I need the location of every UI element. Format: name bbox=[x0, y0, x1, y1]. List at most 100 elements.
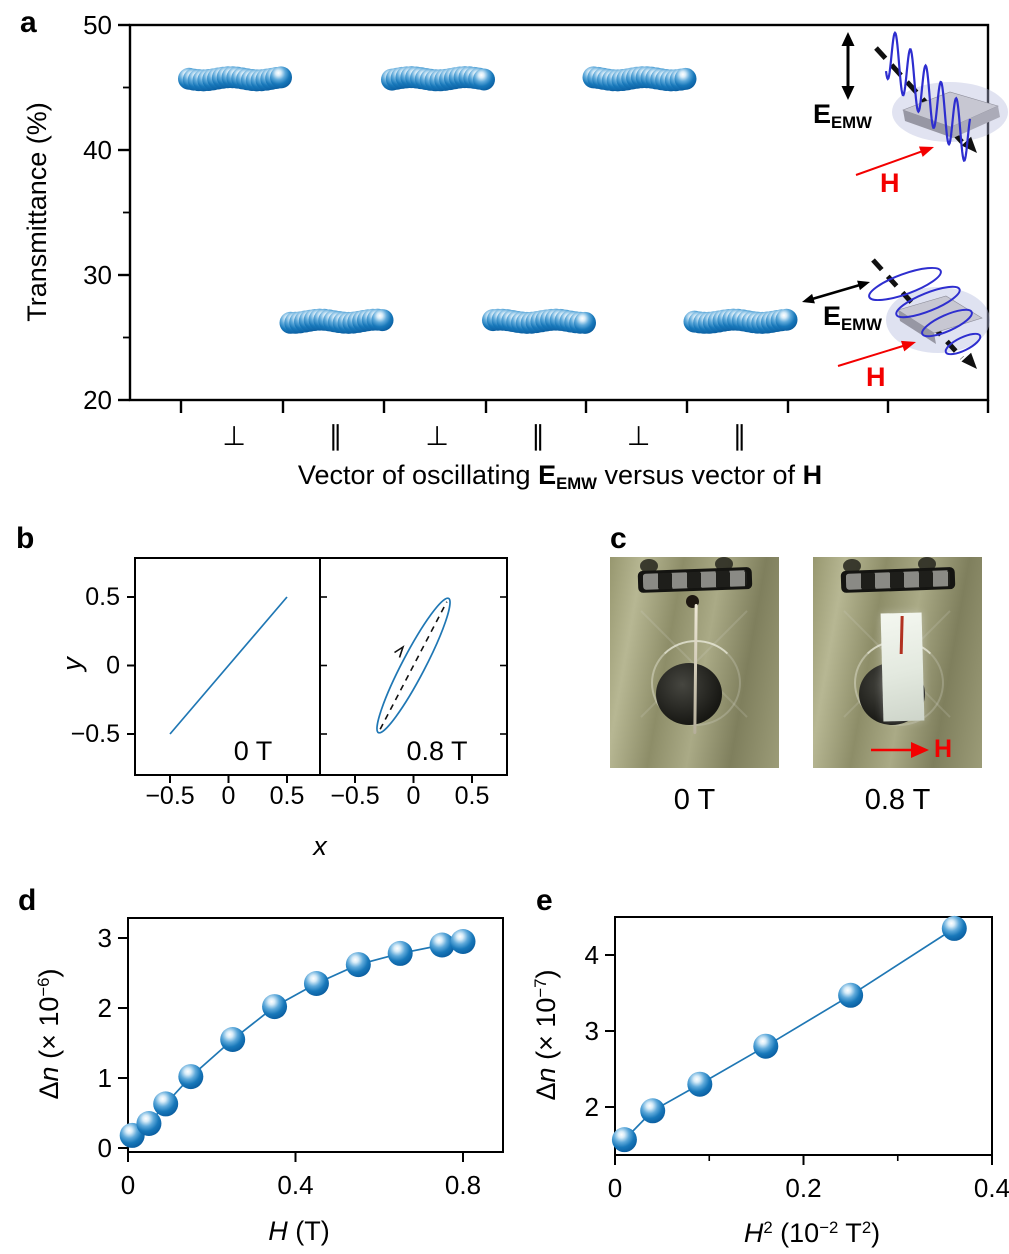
y-tick-label: 0.5 bbox=[85, 583, 120, 611]
e-oscillation-arrow-icon bbox=[857, 280, 870, 291]
panel-d-x-axis-title: H (T) bbox=[199, 1216, 399, 1247]
panel-a-letter: a bbox=[20, 6, 37, 39]
data-point-sphere bbox=[178, 1064, 204, 1090]
data-point-sphere bbox=[136, 1111, 162, 1136]
panel-b-axes: 0.5 0 −0.5 −0.5 0 0.5 −0.5 0 0.5 bbox=[71, 583, 507, 810]
expanded-film bbox=[880, 612, 925, 722]
panel-a-axes: 50 40 30 20 ⊥ ∥ ⊥ ∥ ⊥ ∥ bbox=[83, 10, 990, 451]
data-point-sphere bbox=[753, 1033, 779, 1059]
data-point-sphere bbox=[303, 971, 329, 996]
x-tick-label: 0 bbox=[222, 782, 236, 810]
inset-top-h-label: H bbox=[880, 168, 900, 198]
panel-e-data-series bbox=[611, 915, 967, 1153]
horizontal-emw-loop bbox=[868, 266, 942, 302]
sample-slab-edge bbox=[903, 110, 953, 138]
exponent: −2 bbox=[819, 1218, 839, 1237]
scale-text: (× 10 bbox=[34, 996, 65, 1067]
horizontal-emw-loop bbox=[895, 285, 961, 319]
panel-d: 0 1 2 3 0 0.4 0.8 bbox=[98, 917, 504, 1200]
x-tick-label: 0 bbox=[608, 1173, 622, 1203]
rotation-direction-arrow-icon bbox=[394, 645, 405, 658]
photo-sample-0T bbox=[610, 557, 779, 768]
h-field-arrow bbox=[837, 343, 907, 367]
y-tick-label: −0.5 bbox=[71, 720, 120, 748]
scale-text: (10 bbox=[772, 1218, 820, 1249]
x-tick-label: 0 bbox=[407, 782, 421, 810]
major-axis-dashed-line bbox=[379, 601, 448, 730]
propagation-arrowhead-icon bbox=[961, 352, 977, 369]
panel-d-axes: 0 1 2 3 0 0.4 0.8 bbox=[98, 923, 482, 1200]
linear-polarization-trace bbox=[169, 596, 288, 735]
sample-slab-edge bbox=[951, 106, 1000, 138]
delta-symbol: Δ bbox=[34, 1081, 65, 1100]
sample-holder-device bbox=[828, 557, 967, 768]
exponent: 2 bbox=[861, 1218, 872, 1237]
e-symbol: E bbox=[538, 460, 557, 490]
e-symbol: E bbox=[813, 99, 832, 129]
data-point-sphere bbox=[687, 1071, 713, 1097]
horizontal-emw-loop bbox=[921, 308, 973, 338]
right-arrow-icon bbox=[871, 741, 929, 758]
data-point-sphere bbox=[429, 932, 455, 958]
x-tick-label: −0.5 bbox=[330, 782, 379, 810]
scale-text: (× 10 bbox=[531, 997, 562, 1068]
e-symbol: E bbox=[823, 301, 842, 331]
x-tick-label: 0.4 bbox=[974, 1173, 1009, 1203]
x-tick-label: 0.8 bbox=[445, 1170, 481, 1200]
inset-bottom-e-field-label: EEMW bbox=[823, 303, 882, 334]
data-point-sphere bbox=[640, 1098, 666, 1124]
vertical-emw-wave bbox=[884, 30, 972, 162]
panel-c-letter: c bbox=[610, 522, 627, 555]
inset-bottom-h-label: H bbox=[866, 362, 886, 392]
panel-d-y-axis-title: Δn (× 10−6) bbox=[34, 834, 66, 1234]
panel-d-data-series bbox=[119, 929, 476, 1148]
panel-a-y-axis-title: Transmittance (%) bbox=[22, 102, 52, 322]
n-symbol: n bbox=[34, 1066, 65, 1082]
photo-caption-0T: 0 T bbox=[673, 784, 716, 816]
holder-reflection-band bbox=[840, 566, 955, 593]
panel-b-x-axis-title: x bbox=[313, 831, 327, 861]
data-point-sphere bbox=[838, 982, 864, 1008]
data-series-line bbox=[623, 927, 955, 1141]
y-tick-label: 40 bbox=[83, 135, 112, 165]
panel-e-letter: e bbox=[536, 884, 553, 917]
e-oscillation-arrow-icon bbox=[809, 283, 863, 301]
close-paren: ) bbox=[871, 1218, 881, 1249]
y-tick-label: 20 bbox=[83, 385, 112, 415]
h-field-arrow bbox=[918, 146, 934, 157]
y-tick-label: 3 bbox=[585, 1016, 599, 1046]
data-point-sphere bbox=[387, 940, 413, 966]
data-point-sphere bbox=[674, 67, 697, 90]
h-field-arrow bbox=[855, 149, 926, 176]
y-tick-label: 30 bbox=[83, 260, 112, 290]
exponent: 2 bbox=[763, 1218, 773, 1237]
y-tick-label: 50 bbox=[83, 10, 112, 40]
field-label-0T: 0 T bbox=[233, 736, 273, 766]
close-paren: ) bbox=[34, 968, 65, 978]
h-field-arrow: H bbox=[869, 737, 952, 762]
aperture-disc bbox=[656, 662, 723, 725]
sample-holder-device bbox=[625, 557, 764, 768]
data-point-sphere bbox=[270, 66, 292, 89]
data-point-sphere bbox=[473, 68, 495, 91]
e-oscillation-arrow-icon bbox=[802, 293, 815, 304]
horizontal-emw-loop bbox=[944, 332, 982, 356]
h-symbol: H bbox=[743, 1218, 764, 1249]
panel-b-data bbox=[169, 596, 451, 735]
y-tick-label: 1 bbox=[98, 1063, 112, 1093]
x-tick-label: 0.2 bbox=[785, 1173, 821, 1203]
data-series-line bbox=[131, 940, 464, 1137]
data-point-sphere bbox=[345, 952, 371, 978]
panel-d-frame bbox=[127, 917, 504, 1153]
emw-subscript: EMW bbox=[841, 315, 882, 335]
panel-b: 0.5 0 −0.5 −0.5 0 0.5 −0.5 0 0.5 bbox=[71, 557, 508, 810]
x-title-pre: Vector of oscillating bbox=[297, 460, 539, 490]
inset-top-e-field-label: EEMW bbox=[813, 101, 872, 132]
x-title-mid: versus vector of bbox=[596, 460, 803, 490]
orientation-tick-label: ∥ bbox=[733, 421, 747, 451]
holder-reflection-band bbox=[637, 566, 752, 593]
orientation-tick-label: ∥ bbox=[329, 421, 343, 451]
data-point-sphere bbox=[371, 309, 394, 332]
panel-e-frame bbox=[614, 916, 993, 1156]
